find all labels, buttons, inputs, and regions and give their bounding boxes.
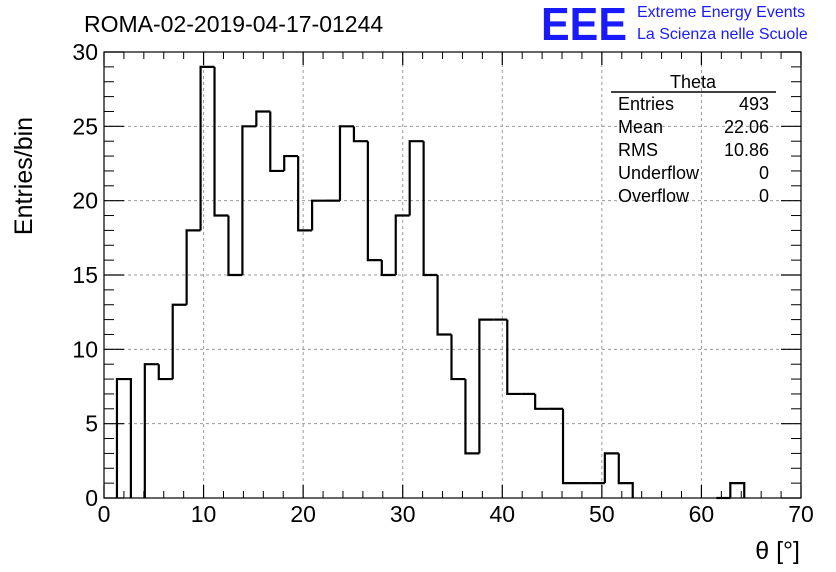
histogram-bin: [269, 111, 285, 173]
histogram-bin: [464, 379, 480, 455]
histogram-bin: [561, 408, 577, 485]
stats-row-label: RMS: [618, 140, 658, 160]
histogram-bin: [366, 141, 382, 262]
histogram-bin: [408, 140, 424, 216]
stats-box: Theta Entries 493 Mean 22.06 RMS 10.86 Underfl…: [611, 72, 776, 206]
histogram-bin: [436, 275, 452, 336]
x-tick-label: 30: [390, 501, 416, 527]
y-tick-label: 20: [72, 188, 98, 214]
y-tick-label: 25: [72, 113, 98, 139]
y-tick-label: 30: [72, 39, 98, 65]
stats-box-rows: Entries 493 Mean 22.06 RMS 10.86 Underflow 0 Ove…: [618, 94, 769, 206]
stats-row-label: Entries: [618, 94, 674, 114]
x-tick-label: 50: [589, 501, 615, 527]
histogram-bin: [450, 334, 466, 381]
histogram-bin: [157, 364, 173, 381]
histogram-bin: [213, 66, 229, 217]
histogram-bin: [506, 319, 522, 396]
y-tick-label: 5: [85, 411, 98, 437]
logo-line-1: Extreme Energy Events: [637, 4, 805, 21]
histogram-bin: [185, 229, 201, 305]
stats-row-label: Overflow: [618, 186, 690, 206]
stats-row-value: 22.06: [724, 117, 769, 137]
stats-box-title: Theta: [670, 72, 717, 92]
x-tick-label: 20: [290, 501, 316, 527]
histogram-bin: [255, 110, 271, 127]
histogram-bin: [143, 363, 159, 498]
eee-logo: EEE Extreme Energy Events La Scienza nel…: [541, 0, 808, 50]
stats-row-value: 493: [739, 94, 769, 114]
histogram-bin: [380, 260, 396, 277]
histogram-bin: [422, 141, 438, 277]
histogram-bin: [729, 482, 746, 498]
histogram-bin: [352, 126, 368, 143]
logo-line-2: La Scienza nelle Scuole: [637, 26, 808, 43]
histogram-bin: [297, 156, 313, 232]
histogram-bin: [478, 318, 494, 454]
histogram-bin: [241, 125, 257, 275]
histogram-bin: [115, 377, 132, 498]
y-tick-label: 15: [72, 262, 98, 288]
x-tick-label: 10: [191, 501, 217, 527]
histogram-bin: [338, 125, 354, 201]
x-tick-label: 60: [689, 501, 715, 527]
histogram-bin: [171, 303, 187, 380]
histogram-bin: [283, 154, 299, 171]
y-axis-label: Entries/bin: [10, 117, 38, 235]
y-tick-label: 0: [85, 485, 98, 511]
eee-logo-mark: EEE: [541, 0, 627, 50]
histogram-bin: [394, 214, 410, 275]
histogram-bin: [199, 65, 215, 231]
x-tick-label: 40: [489, 501, 515, 527]
x-tick-label: 70: [788, 501, 814, 527]
x-axis-label: θ [°]: [755, 537, 800, 565]
stats-row-value: 0: [759, 163, 769, 183]
histogram-bin: [534, 393, 550, 410]
histogram-series: [115, 65, 746, 500]
histogram-bin: [311, 199, 327, 231]
tick-labels: 0 10 20 30 40 50 60 70 0 5 10 15 20 25 30: [72, 39, 813, 527]
y-tick-label: 10: [72, 336, 98, 362]
histogram-bin: [227, 215, 243, 277]
grid-lines: [104, 52, 801, 498]
chart-title: ROMA-02-2019-04-17-01244: [84, 11, 383, 37]
x-tick-label: 0: [98, 501, 111, 527]
histogram-bin: [617, 453, 634, 498]
axis-ticks: [103, 51, 802, 499]
stats-row-label: Underflow: [618, 163, 700, 183]
histogram-bin: [603, 452, 619, 484]
stats-row-value: 10.86: [724, 140, 769, 160]
stats-row-label: Mean: [618, 117, 663, 137]
stats-row-value: 0: [759, 186, 769, 206]
